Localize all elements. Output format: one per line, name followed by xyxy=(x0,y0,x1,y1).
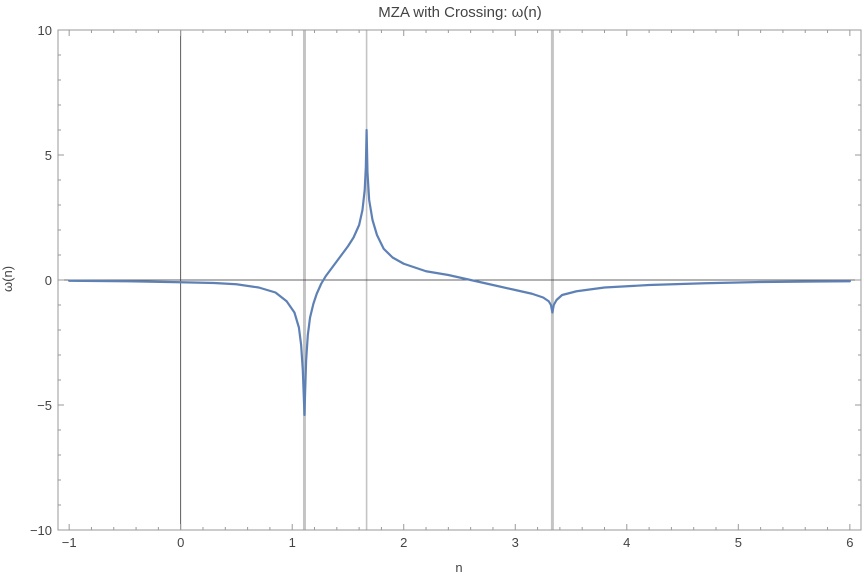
y-tick-label: −10 xyxy=(30,523,52,538)
x-tick-label: 5 xyxy=(735,535,742,550)
x-axis-label: n xyxy=(455,560,462,575)
tick-marks xyxy=(58,29,861,531)
axes xyxy=(58,30,861,530)
y-tick-label: 10 xyxy=(38,23,52,38)
x-tick-label: 3 xyxy=(512,535,519,550)
y-tick-label: 0 xyxy=(45,273,52,288)
x-tick-label: 1 xyxy=(289,535,296,550)
x-tick-label: 2 xyxy=(400,535,407,550)
x-tick-label: 4 xyxy=(623,535,630,550)
y-tick-label: 5 xyxy=(45,148,52,163)
y-tick-label: −5 xyxy=(37,398,52,413)
x-tick-label: 0 xyxy=(177,535,184,550)
x-tick-label: 6 xyxy=(846,535,853,550)
series-line-0 xyxy=(68,128,851,417)
series-group xyxy=(68,128,851,417)
x-tick-label: −1 xyxy=(62,535,77,550)
chart-title: MZA with Crossing: ω(n) xyxy=(378,4,541,21)
y-axis-label: ω(n) xyxy=(0,266,15,292)
